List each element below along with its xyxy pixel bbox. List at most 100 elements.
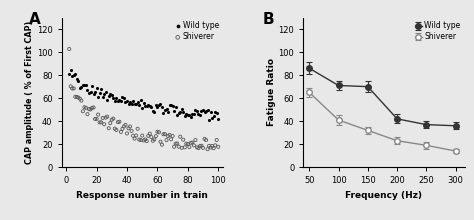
- Wild type: [152, 103, 160, 107]
- Shiverer: [145, 134, 152, 138]
- Wild type: [65, 72, 73, 75]
- Y-axis label: Fatigue Ratio: Fatigue Ratio: [267, 58, 276, 126]
- Shiverer: [202, 138, 210, 142]
- Shiverer: [141, 138, 149, 141]
- Shiverer: [81, 105, 88, 109]
- Shiverer: [108, 118, 116, 121]
- Shiverer: [164, 134, 172, 138]
- Shiverer: [90, 106, 97, 109]
- Wild type: [91, 90, 99, 94]
- Shiverer: [132, 134, 140, 137]
- Shiverer: [137, 138, 145, 142]
- Wild type: [137, 98, 145, 101]
- Shiverer: [82, 106, 90, 110]
- Shiverer: [185, 145, 193, 149]
- Shiverer: [187, 141, 195, 145]
- Wild type: [161, 109, 169, 112]
- Shiverer: [102, 116, 109, 119]
- Wild type: [90, 92, 97, 96]
- Wild type: [100, 92, 108, 96]
- Wild type: [190, 112, 198, 116]
- Wild type: [151, 110, 158, 113]
- Wild type: [87, 91, 94, 94]
- Wild type: [70, 73, 78, 77]
- Text: B: B: [263, 12, 275, 27]
- Wild type: [213, 111, 220, 115]
- Wild type: [114, 99, 122, 102]
- Wild type: [193, 109, 201, 113]
- Wild type: [185, 114, 193, 117]
- Wild type: [117, 99, 125, 103]
- Shiverer: [170, 145, 178, 149]
- Wild type: [125, 102, 132, 106]
- Wild type: [128, 103, 136, 106]
- Wild type: [112, 97, 120, 100]
- Wild type: [175, 111, 182, 115]
- Wild type: [107, 93, 114, 96]
- Shiverer: [68, 87, 76, 90]
- Wild type: [180, 110, 187, 114]
- Wild type: [214, 117, 222, 121]
- Shiverer: [214, 145, 222, 149]
- Wild type: [154, 105, 161, 109]
- Wild type: [126, 100, 134, 104]
- Shiverer: [107, 121, 114, 125]
- Shiverer: [138, 134, 146, 137]
- Shiverer: [116, 120, 123, 123]
- Shiverer: [105, 126, 112, 130]
- Shiverer: [198, 144, 205, 147]
- Shiverer: [79, 110, 87, 113]
- Wild type: [166, 103, 173, 107]
- Shiverer: [161, 132, 169, 136]
- Wild type: [178, 108, 185, 111]
- Wild type: [68, 74, 76, 77]
- Wild type: [102, 90, 109, 93]
- Shiverer: [65, 47, 73, 51]
- Wild type: [131, 102, 138, 106]
- Wild type: [81, 83, 88, 86]
- Wild type: [164, 111, 172, 114]
- Shiverer: [100, 123, 108, 126]
- Wild type: [120, 96, 128, 99]
- Wild type: [122, 101, 129, 104]
- Wild type: [82, 83, 90, 86]
- Shiverer: [111, 127, 118, 130]
- Shiverer: [109, 117, 117, 120]
- Wild type: [156, 102, 164, 106]
- Shiverer: [96, 121, 103, 124]
- Wild type: [97, 87, 105, 91]
- Wild type: [163, 107, 170, 110]
- Wild type: [209, 116, 216, 119]
- X-axis label: Frequency (Hz): Frequency (Hz): [346, 191, 422, 200]
- Shiverer: [114, 120, 122, 124]
- Wild type: [169, 104, 176, 108]
- Wild type: [182, 112, 190, 115]
- Wild type: [85, 92, 93, 95]
- Wild type: [184, 113, 191, 117]
- Wild type: [103, 98, 111, 101]
- Shiverer: [140, 139, 147, 142]
- Shiverer: [67, 84, 74, 88]
- Shiverer: [152, 134, 160, 138]
- Wild type: [105, 94, 112, 97]
- Wild type: [140, 101, 147, 104]
- Legend: Wild type, Shiverer: Wild type, Shiverer: [175, 21, 219, 41]
- Wild type: [173, 113, 181, 116]
- Wild type: [207, 110, 214, 113]
- Shiverer: [156, 140, 164, 143]
- Wild type: [145, 103, 152, 106]
- X-axis label: Response number in train: Response number in train: [76, 191, 208, 200]
- Wild type: [109, 97, 117, 100]
- Shiverer: [72, 95, 79, 99]
- Shiverer: [122, 123, 129, 127]
- Shiverer: [204, 147, 211, 151]
- Shiverer: [209, 144, 216, 148]
- Shiverer: [158, 143, 166, 146]
- Shiverer: [74, 96, 82, 99]
- Wild type: [146, 104, 154, 108]
- Shiverer: [134, 127, 141, 130]
- Shiverer: [195, 146, 202, 150]
- Wild type: [73, 78, 81, 81]
- Shiverer: [143, 139, 151, 143]
- Shiverer: [184, 142, 191, 146]
